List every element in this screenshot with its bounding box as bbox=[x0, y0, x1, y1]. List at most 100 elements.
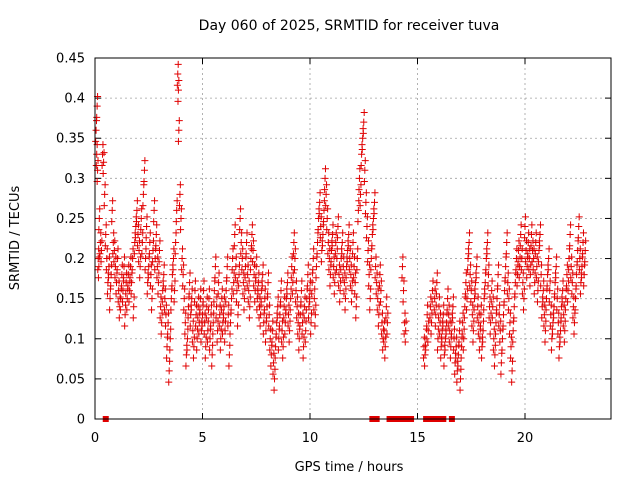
data-point bbox=[340, 279, 348, 287]
data-point bbox=[250, 271, 258, 279]
data-point bbox=[513, 282, 521, 290]
data-point bbox=[365, 271, 373, 279]
data-point bbox=[497, 370, 505, 378]
data-point bbox=[344, 242, 352, 250]
data-point bbox=[517, 266, 525, 274]
data-point bbox=[553, 253, 561, 261]
data-point bbox=[269, 370, 277, 378]
data-point bbox=[272, 330, 280, 338]
data-point bbox=[243, 229, 251, 237]
plot-frame bbox=[94, 57, 612, 420]
data-point bbox=[101, 190, 109, 198]
data-point bbox=[503, 290, 511, 298]
data-point bbox=[129, 255, 137, 263]
data-point bbox=[229, 245, 237, 253]
data-point bbox=[161, 285, 169, 293]
data-point bbox=[420, 343, 428, 351]
data-point bbox=[97, 229, 105, 237]
data-point bbox=[167, 306, 175, 314]
data-point bbox=[435, 303, 443, 311]
data-point bbox=[206, 346, 214, 354]
data-point bbox=[466, 229, 474, 237]
data-point bbox=[477, 301, 485, 309]
data-point bbox=[235, 261, 243, 269]
data-point bbox=[576, 290, 584, 298]
data-point bbox=[569, 269, 577, 277]
data-point bbox=[176, 190, 184, 198]
data-point bbox=[551, 290, 559, 298]
data-point bbox=[484, 282, 492, 290]
data-point bbox=[450, 325, 458, 333]
data-point bbox=[314, 239, 322, 247]
data-point bbox=[498, 346, 506, 354]
data-point bbox=[375, 282, 383, 290]
data-point bbox=[573, 271, 581, 279]
data-point bbox=[358, 145, 366, 153]
data-point bbox=[255, 314, 263, 322]
data-point bbox=[550, 314, 558, 322]
data-point bbox=[158, 319, 166, 327]
data-point bbox=[150, 218, 158, 226]
data-point bbox=[354, 206, 362, 214]
data-point bbox=[438, 338, 446, 346]
data-point bbox=[249, 237, 257, 245]
data-point bbox=[132, 218, 140, 226]
data-point bbox=[519, 269, 527, 277]
data-point bbox=[332, 229, 340, 237]
data-point bbox=[210, 287, 218, 295]
data-point bbox=[156, 247, 163, 255]
data-point bbox=[367, 255, 375, 263]
data-point bbox=[210, 298, 218, 306]
data-point bbox=[527, 261, 535, 269]
data-point bbox=[106, 295, 114, 303]
data-point bbox=[183, 346, 191, 354]
data-point bbox=[182, 351, 190, 359]
data-point bbox=[542, 306, 550, 314]
data-point bbox=[221, 327, 229, 335]
data-point bbox=[293, 314, 301, 322]
data-point bbox=[172, 239, 180, 247]
data-point bbox=[480, 295, 488, 303]
data-point bbox=[307, 319, 315, 327]
data-point bbox=[125, 287, 133, 295]
data-point bbox=[140, 178, 148, 186]
data-point bbox=[326, 282, 334, 290]
data-point bbox=[546, 277, 554, 285]
data-point bbox=[345, 266, 353, 274]
data-point bbox=[538, 261, 546, 269]
data-point bbox=[339, 229, 347, 237]
data-point bbox=[462, 279, 470, 287]
data-point bbox=[143, 222, 151, 230]
data-point bbox=[472, 279, 480, 287]
data-point bbox=[432, 290, 440, 298]
data-point bbox=[341, 269, 349, 277]
data-point bbox=[487, 298, 495, 306]
data-point bbox=[107, 282, 115, 290]
data-point bbox=[230, 269, 238, 277]
data-point bbox=[252, 274, 260, 282]
data-point bbox=[300, 333, 308, 341]
data-point bbox=[303, 282, 311, 290]
data-point bbox=[569, 314, 577, 322]
data-point bbox=[315, 210, 323, 218]
data-point bbox=[494, 282, 502, 290]
data-point bbox=[364, 247, 372, 255]
data-point bbox=[574, 234, 582, 242]
data-point bbox=[97, 247, 105, 255]
data-point bbox=[362, 198, 370, 206]
data-point bbox=[327, 258, 335, 266]
data-point bbox=[540, 311, 548, 319]
data-point bbox=[313, 250, 321, 258]
data-point bbox=[295, 346, 303, 354]
data-point bbox=[435, 293, 443, 301]
data-point bbox=[306, 287, 314, 295]
data-point bbox=[544, 266, 552, 274]
data-point bbox=[97, 258, 105, 266]
data-point bbox=[225, 362, 233, 370]
data-point bbox=[215, 279, 223, 287]
data-point bbox=[251, 261, 259, 269]
data-point bbox=[423, 322, 431, 330]
data-point bbox=[470, 295, 478, 303]
data-point bbox=[504, 269, 512, 277]
data-point bbox=[200, 277, 208, 285]
